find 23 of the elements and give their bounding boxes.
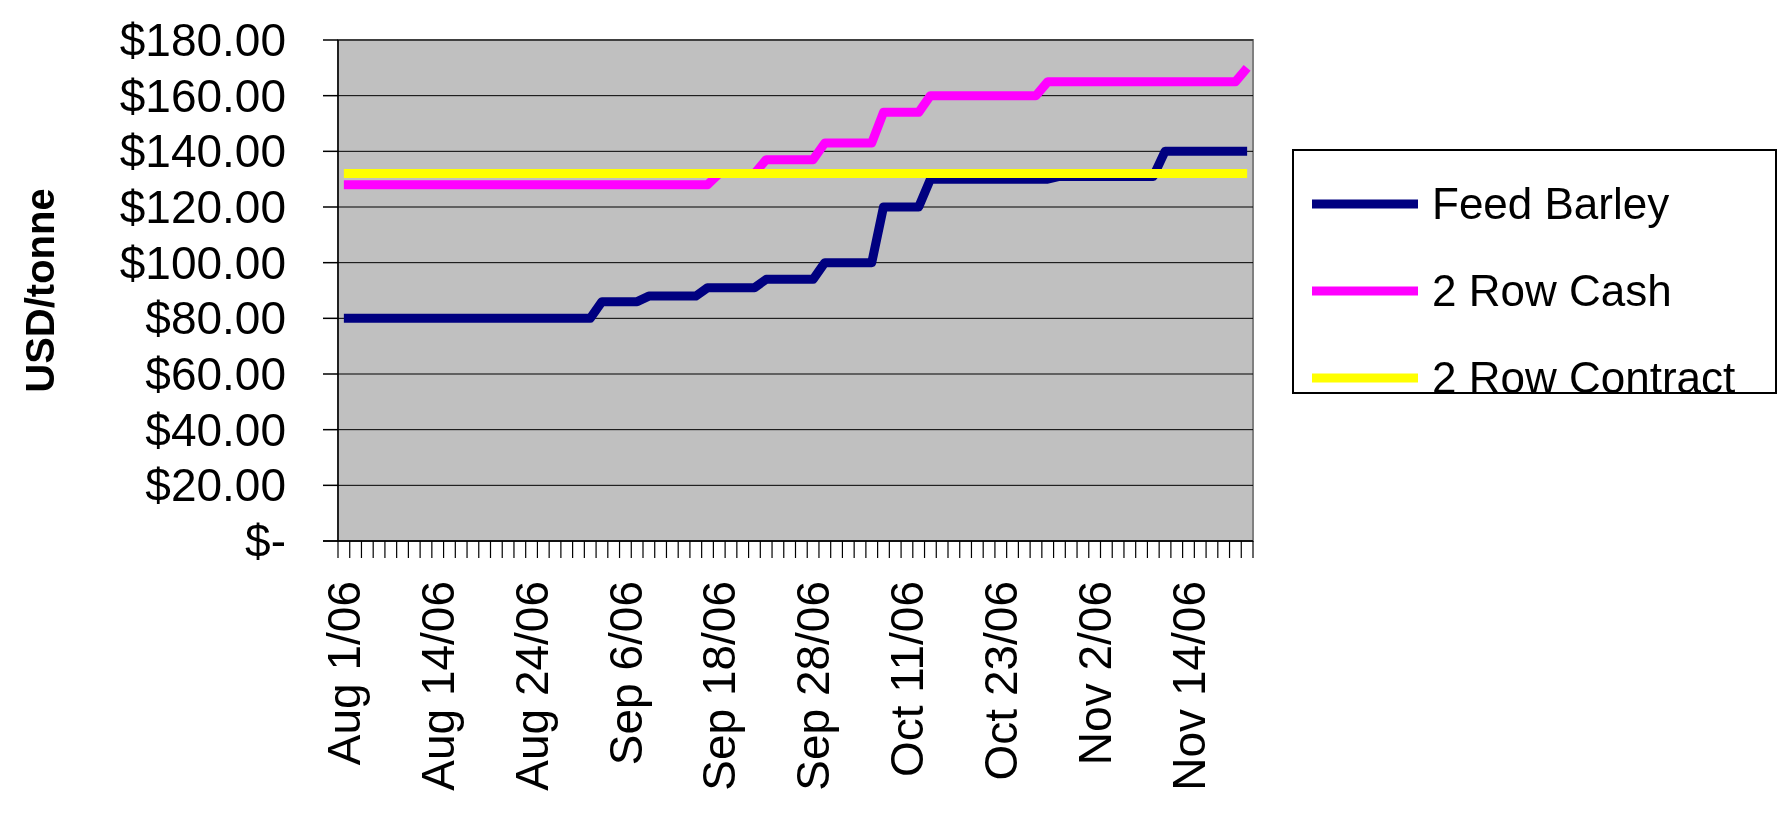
y-tick-label: $140.00 xyxy=(119,125,286,178)
y-tick-label: $160.00 xyxy=(119,69,286,122)
x-tick-label: Aug 24/06 xyxy=(505,581,558,791)
y-tick-label: $20.00 xyxy=(145,459,286,512)
x-tick-label: Sep 6/06 xyxy=(599,581,652,766)
x-tick-label: Nov 14/06 xyxy=(1162,581,1215,791)
y-tick-label: $60.00 xyxy=(145,348,286,401)
y-axis-title: USD/tonne xyxy=(18,188,62,393)
y-tick-label: $- xyxy=(245,515,286,568)
x-tick-label: Sep 18/06 xyxy=(693,581,746,791)
y-tick-label: $80.00 xyxy=(145,292,286,345)
legend-label: Feed Barley xyxy=(1432,179,1670,229)
x-tick-label: Sep 28/06 xyxy=(787,581,840,791)
x-tick-label: Oct 23/06 xyxy=(974,581,1027,781)
x-tick-label: Aug 14/06 xyxy=(411,581,464,791)
y-tick-label: $100.00 xyxy=(119,236,286,289)
y-tick-label: $180.00 xyxy=(119,14,286,67)
x-tick-label: Oct 11/06 xyxy=(881,581,934,778)
y-tick-label: $40.00 xyxy=(145,403,286,456)
x-tick-label: Aug 1/06 xyxy=(317,581,370,766)
y-tick-label: $120.00 xyxy=(119,181,286,234)
x-tick-label: Nov 2/06 xyxy=(1068,581,1121,766)
legend-label: 2 Row Cash xyxy=(1432,266,1672,316)
